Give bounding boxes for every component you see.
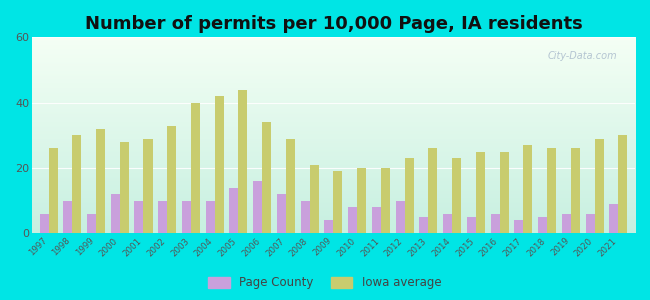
Bar xyxy=(586,214,595,233)
Bar xyxy=(111,194,120,233)
Bar xyxy=(358,168,366,233)
Bar xyxy=(571,148,580,233)
Bar xyxy=(491,214,500,233)
Bar xyxy=(87,214,96,233)
Bar xyxy=(277,194,286,233)
Bar xyxy=(286,139,295,233)
Bar xyxy=(419,217,428,233)
Bar xyxy=(120,142,129,233)
Bar xyxy=(514,220,523,233)
Bar xyxy=(301,201,309,233)
Bar xyxy=(618,135,627,233)
Bar xyxy=(229,188,239,233)
Bar xyxy=(372,207,381,233)
Bar xyxy=(405,158,413,233)
Bar xyxy=(96,129,105,233)
Bar xyxy=(324,220,333,233)
Bar xyxy=(214,96,224,233)
Bar xyxy=(135,201,144,233)
Bar xyxy=(262,122,271,233)
Bar xyxy=(144,139,153,233)
Text: City-Data.com: City-Data.com xyxy=(547,51,617,61)
Bar xyxy=(443,214,452,233)
Bar xyxy=(254,181,262,233)
Bar xyxy=(205,201,214,233)
Bar xyxy=(309,165,318,233)
Bar xyxy=(63,201,72,233)
Bar xyxy=(396,201,405,233)
Bar xyxy=(191,103,200,233)
Bar xyxy=(381,168,390,233)
Bar xyxy=(476,152,485,233)
Bar xyxy=(538,217,547,233)
Title: Number of permits per 10,000 Page, IA residents: Number of permits per 10,000 Page, IA re… xyxy=(84,15,582,33)
Bar xyxy=(452,158,462,233)
Bar xyxy=(158,201,167,233)
Bar xyxy=(182,201,191,233)
Bar xyxy=(562,214,571,233)
Bar xyxy=(167,125,176,233)
Bar xyxy=(428,148,437,233)
Bar xyxy=(40,214,49,233)
Bar xyxy=(72,135,81,233)
Bar xyxy=(595,139,604,233)
Bar xyxy=(547,148,556,233)
Bar xyxy=(523,145,532,233)
Bar xyxy=(348,207,358,233)
Bar xyxy=(500,152,509,233)
Legend: Page County, Iowa average: Page County, Iowa average xyxy=(203,272,447,294)
Bar xyxy=(49,148,58,233)
Bar xyxy=(467,217,476,233)
Bar xyxy=(239,90,248,233)
Bar xyxy=(609,204,618,233)
Bar xyxy=(333,171,343,233)
